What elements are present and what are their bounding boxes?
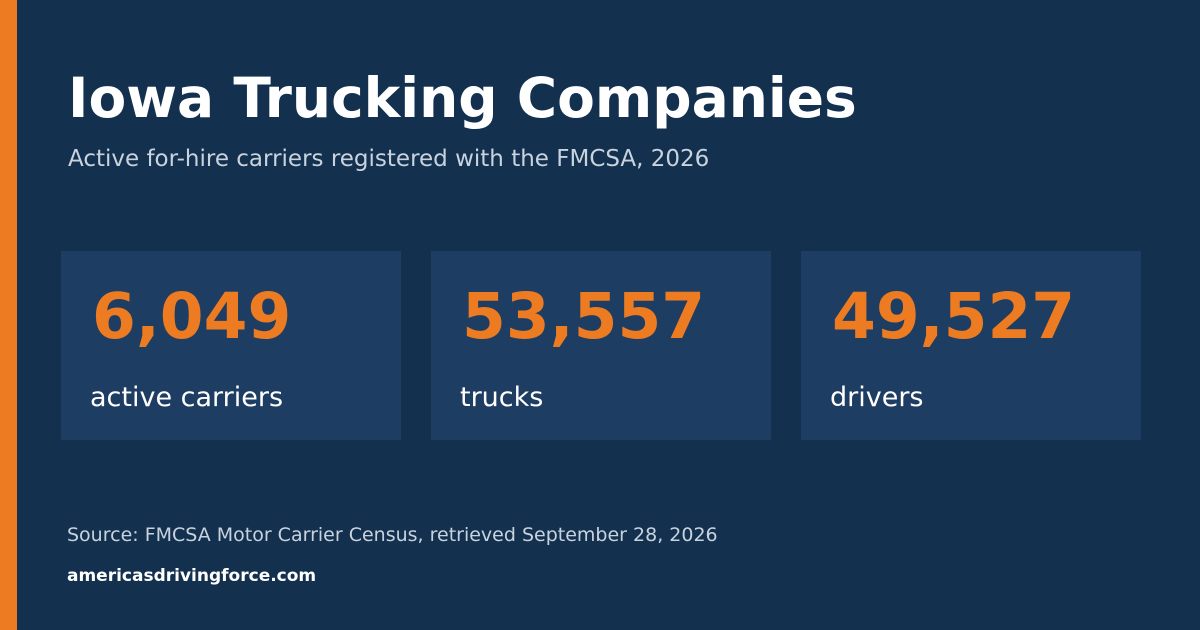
website-link[interactable]: americasdrivingforce.com — [67, 566, 317, 586]
stat-cards: 6,049 active carriers 53,557 trucks 49,5… — [61, 251, 1141, 440]
stat-label: active carriers — [90, 382, 284, 413]
page-subtitle: Active for-hire carriers registered with… — [68, 146, 710, 172]
stat-label: drivers — [830, 382, 924, 413]
accent-bar — [0, 0, 17, 630]
stat-value: 49,527 — [832, 280, 1076, 353]
page-title: Iowa Trucking Companies — [68, 66, 857, 130]
stat-card-trucks: 53,557 trucks — [431, 251, 771, 440]
source-note: Source: FMCSA Motor Carrier Census, retr… — [67, 524, 718, 546]
stat-card-carriers: 6,049 active carriers — [61, 251, 401, 440]
stat-value: 6,049 — [92, 280, 292, 353]
stat-value: 53,557 — [462, 280, 706, 353]
stat-card-drivers: 49,527 drivers — [801, 251, 1141, 440]
stat-label: trucks — [460, 382, 544, 413]
